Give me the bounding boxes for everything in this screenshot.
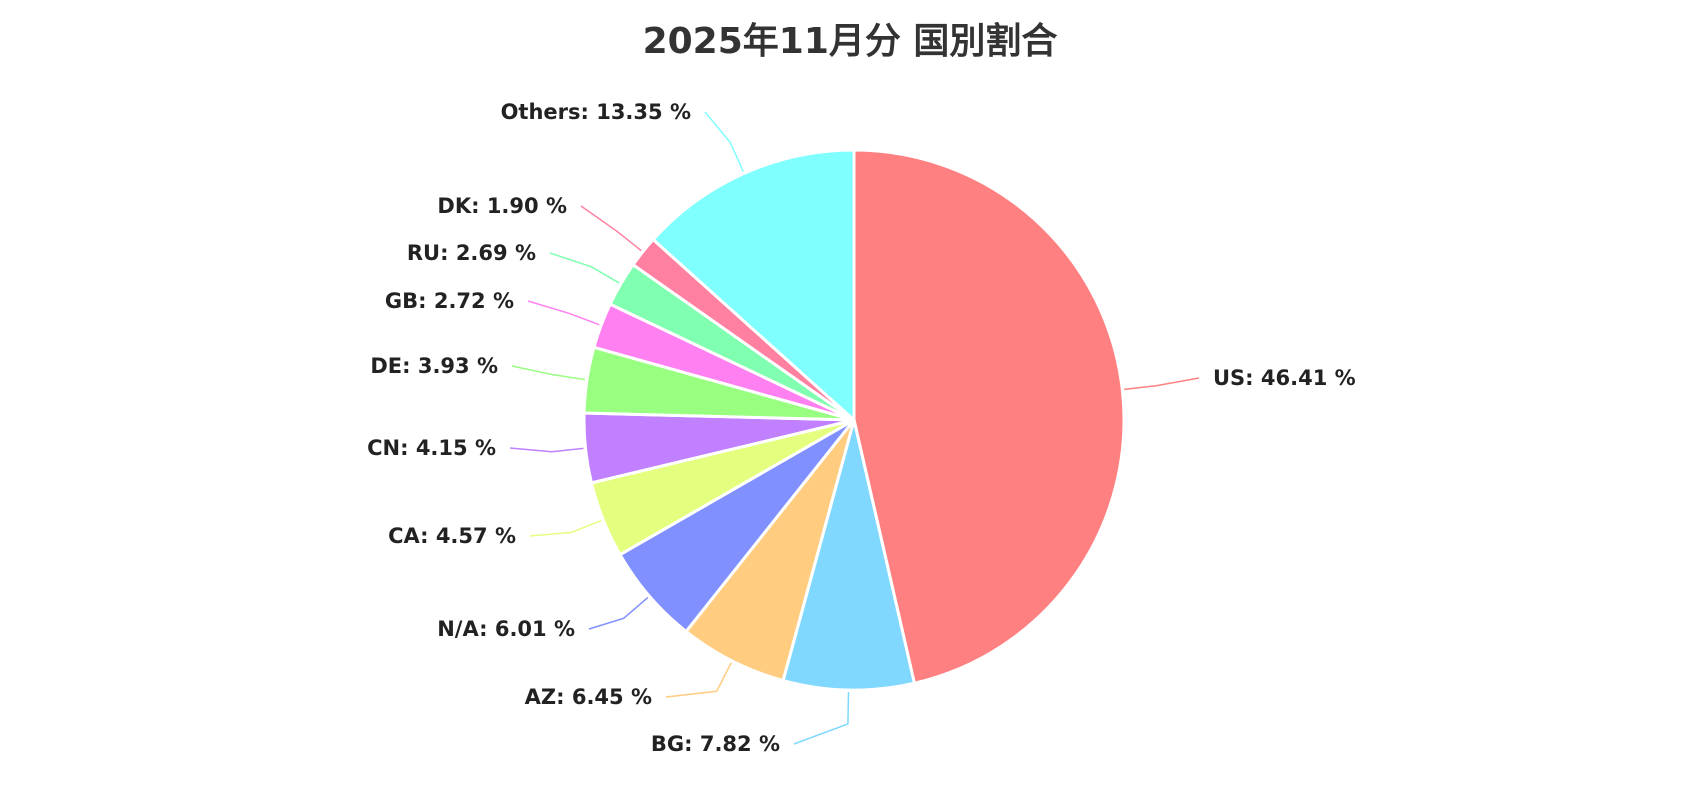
leader-line-de bbox=[511, 365, 586, 381]
slice-labels: US: 46.41 % BG: 7.82 % AZ: 6.45 % N/A: 6.01… bbox=[367, 100, 1356, 756]
slice-label-ca: CA: 4.57 % bbox=[388, 524, 516, 548]
slice-label-ru: RU: 2.69 % bbox=[407, 241, 536, 265]
slice-label-us: US: 46.41 % bbox=[1213, 366, 1356, 390]
leader-line-us bbox=[1124, 377, 1200, 391]
leader-line-cn bbox=[509, 447, 584, 453]
leader-line-others bbox=[704, 111, 744, 172]
slice-label-dk: DK: 1.90 % bbox=[437, 194, 567, 218]
slice-label-az: AZ: 6.45 % bbox=[525, 685, 652, 709]
leader-lines bbox=[509, 111, 1200, 745]
slice-label-bg: BG: 7.82 % bbox=[651, 732, 780, 756]
leader-line-gb bbox=[527, 300, 600, 326]
slice-label-others: Others: 13.35 % bbox=[501, 100, 691, 124]
slice-label-n-a: N/A: 6.01 % bbox=[437, 617, 575, 641]
slice-label-cn: CN: 4.15 % bbox=[367, 436, 496, 460]
pie-slices bbox=[582, 148, 1126, 692]
leader-line-ca bbox=[529, 519, 602, 537]
pie-slice-others bbox=[651, 148, 856, 422]
slice-label-de: DE: 3.93 % bbox=[370, 354, 498, 378]
leader-line-dk bbox=[580, 205, 642, 252]
pie-slice-bg bbox=[781, 418, 916, 692]
slice-label-gb: GB: 2.72 % bbox=[385, 289, 514, 313]
leader-line-bg bbox=[793, 691, 850, 745]
chart-title: 2025年11月分 国別割合 bbox=[642, 21, 1058, 62]
leader-line-az bbox=[665, 662, 732, 698]
pie-slice-us bbox=[852, 148, 1126, 685]
leader-line-n-a bbox=[588, 596, 649, 630]
leader-line-ru bbox=[549, 252, 620, 284]
